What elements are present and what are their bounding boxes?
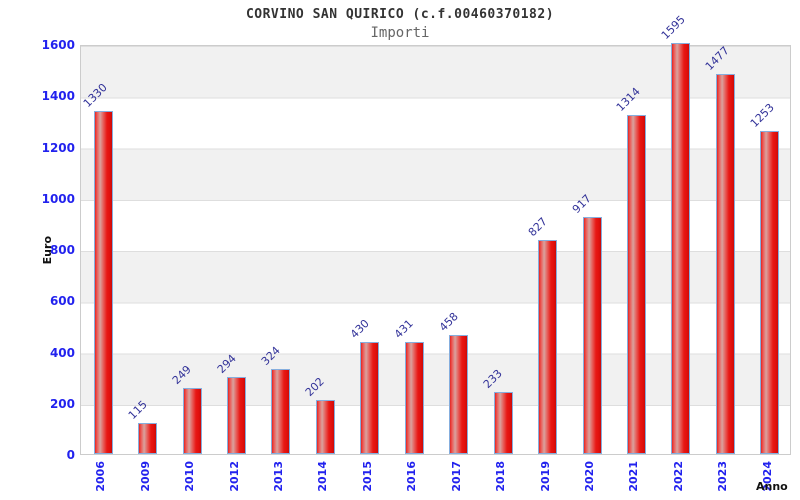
bar-value-label: 249 [169,362,194,387]
bar-value-label: 233 [480,366,505,391]
plot-area: 1330 115 249 294 324 202 430 431 458 233 827 917 131… [80,13,791,455]
bar-2022 [671,43,690,454]
bar-2009 [138,423,157,454]
bar-2013 [271,369,290,454]
bar-2017 [449,335,468,454]
bar-2021 [627,115,646,454]
y-tick-label: 400 [49,345,75,360]
bar-2016 [405,342,424,454]
y-tick-label: 0 [66,448,75,462]
bar-2006 [94,111,113,454]
x-tick-label: 2021 [627,461,640,492]
x-tick-label: 2019 [539,461,552,492]
y-tick-label: 1400 [41,89,75,104]
x-tick-label: 2012 [228,461,241,492]
bar-2020 [583,217,602,454]
bar-2015 [360,342,379,454]
bar-2024 [760,131,779,454]
bar-2019 [538,240,557,454]
bar-2023 [716,74,735,454]
x-tick-label: 2018 [494,461,507,492]
x-tick-label: 2014 [316,461,329,492]
bar-2018 [494,392,513,454]
bar-value-label: 1477 [702,44,732,73]
x-tick-label: 2022 [672,461,685,492]
bar-value-label: 202 [302,374,327,399]
bar-2012 [227,377,246,454]
bar-value-label: 294 [214,351,239,376]
y-tick-label: 600 [49,294,75,309]
x-axis-title: Anno [756,480,788,493]
bar-value-label: 827 [525,214,550,239]
bar-value-label: 1330 [80,81,110,110]
x-tick-label: 2010 [183,461,196,492]
y-tick-label: 800 [49,243,75,257]
bar-value-label: 1253 [747,101,777,130]
bar-value-label: 431 [391,316,416,341]
y-tick-label: 1600 [41,38,75,52]
bar-value-label: 115 [125,397,150,422]
y-tick-label: 1200 [41,140,75,155]
bar-2014 [316,400,335,454]
y-tick-label: 1000 [41,191,75,206]
bar-value-label: 430 [347,316,372,341]
bar-value-label: 324 [258,343,283,368]
x-tick-label: 2013 [272,461,285,492]
y-tick-label: 200 [49,396,75,411]
bar-value-label: 1314 [613,85,643,114]
x-tick-label: 2015 [361,461,374,492]
chart-title: CORVINO SAN QUIRICO (c.f.00460370182) [245,7,555,22]
bar-2010 [183,388,202,454]
chart-subtitle: Importi [370,25,430,41]
x-tick-label: 2020 [583,461,596,492]
x-tick-label: 2016 [405,461,418,492]
x-tick-label: 2006 [94,461,107,492]
x-tick-label: 2009 [139,461,152,492]
x-tick-label: 2017 [450,461,463,492]
bar-value-label: 458 [436,309,461,334]
bar-value-label: 917 [569,191,594,216]
x-tick-label: 2023 [716,461,729,492]
